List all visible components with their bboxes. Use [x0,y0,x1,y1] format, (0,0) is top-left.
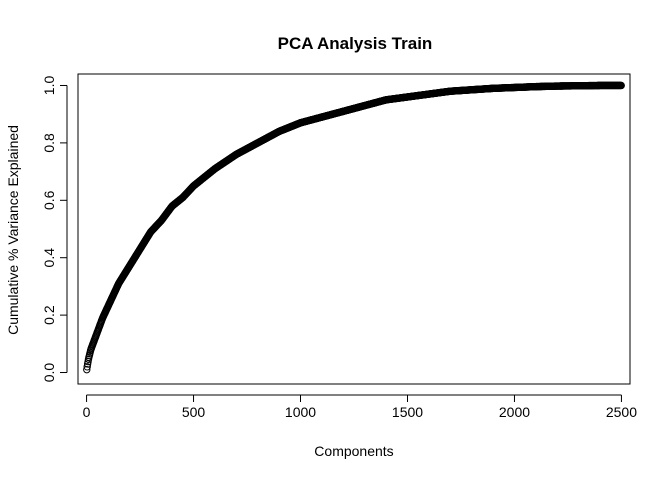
y-tick-label: 0.8 [41,133,57,153]
data-point [617,81,625,90]
y-axis: 0.0 0.2 0.4 0.6 0.8 1.0 [41,76,68,383]
y-tick-label: 0.2 [41,305,57,325]
data-points [83,81,625,374]
y-tick-label: 0.4 [41,248,57,268]
x-tick-label: 500 [182,404,206,420]
x-axis-label: Components [314,443,393,459]
x-tick-label: 1500 [392,404,423,420]
x-tick-label: 0 [83,404,91,420]
x-tick-label: 2500 [606,404,637,420]
y-axis-label: Cumulative % Variance Explained [5,125,21,335]
y-tick-label: 0.6 [41,190,57,210]
y-tick-label: 0.0 [41,363,57,383]
x-axis: 0 500 1000 1500 2000 2500 [83,394,637,420]
data-point [83,363,91,371]
y-tick-label: 1.0 [41,76,57,96]
data-point [83,365,91,374]
x-tick-label: 2000 [499,404,530,420]
chart-title: PCA Analysis Train [278,34,433,53]
x-tick-label: 1000 [285,404,316,420]
plot-frame [77,73,631,385]
